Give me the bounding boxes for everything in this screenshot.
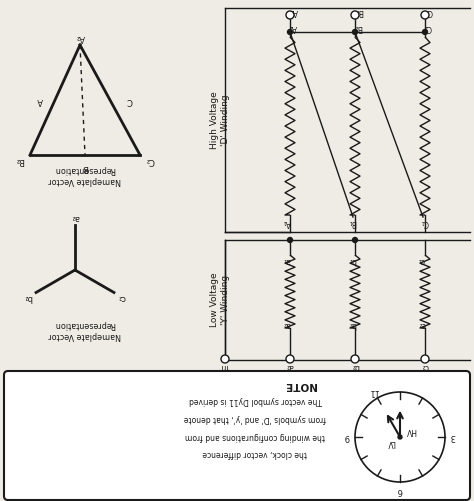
Text: C₁: C₁ <box>420 217 428 226</box>
Text: b₂: b₂ <box>24 293 32 302</box>
Text: A₁: A₁ <box>283 217 291 226</box>
Text: a₂: a₂ <box>71 212 79 221</box>
FancyBboxPatch shape <box>4 371 470 500</box>
Text: Nameplate Vector
Representation: Nameplate Vector Representation <box>49 320 121 340</box>
Text: B₁: B₁ <box>348 217 356 226</box>
Text: 9: 9 <box>345 432 350 441</box>
Circle shape <box>355 392 445 482</box>
Text: the clock, vector difference: the clock, vector difference <box>203 449 307 458</box>
Text: A: A <box>37 96 43 105</box>
Text: B₂: B₂ <box>354 23 362 32</box>
Text: NOTE: NOTE <box>284 380 316 390</box>
Text: a₁: a₁ <box>283 256 291 265</box>
Circle shape <box>286 355 294 363</box>
Text: C₂: C₂ <box>424 23 432 32</box>
Text: a₂: a₂ <box>283 320 291 329</box>
Circle shape <box>351 11 359 19</box>
Text: B₂: B₂ <box>16 155 25 164</box>
Circle shape <box>286 11 294 19</box>
Text: b₁: b₁ <box>348 256 356 265</box>
Text: LV: LV <box>386 438 395 447</box>
Circle shape <box>421 355 429 363</box>
Text: b₂: b₂ <box>348 320 356 329</box>
Circle shape <box>353 237 357 242</box>
Text: A₂: A₂ <box>289 23 297 32</box>
Circle shape <box>421 11 429 19</box>
Circle shape <box>221 355 229 363</box>
Text: C₂: C₂ <box>146 155 155 164</box>
Text: Yn: Yn <box>220 362 230 371</box>
Text: 6: 6 <box>397 485 403 494</box>
Text: B: B <box>82 162 88 171</box>
Text: The vector symbol Dy11 is derived: The vector symbol Dy11 is derived <box>189 395 321 404</box>
Text: Nameplate Vector
Representation: Nameplate Vector Representation <box>49 165 121 185</box>
Text: from symbols 'D' and 'y', that denote: from symbols 'D' and 'y', that denote <box>184 413 326 422</box>
Text: a₂: a₂ <box>286 362 294 371</box>
Text: 11: 11 <box>368 387 379 396</box>
Text: A₂: A₂ <box>75 33 84 42</box>
Text: c₁: c₁ <box>418 256 425 265</box>
Circle shape <box>398 435 402 439</box>
Circle shape <box>422 30 428 35</box>
Text: Low Voltage
'Y' Winding: Low Voltage 'Y' Winding <box>210 273 230 327</box>
Text: c₂: c₂ <box>421 362 428 371</box>
Text: c₂: c₂ <box>418 320 425 329</box>
Text: b₂: b₂ <box>351 362 359 371</box>
Text: c₂: c₂ <box>118 293 126 302</box>
Circle shape <box>288 30 292 35</box>
Text: the winding configurations and from: the winding configurations and from <box>185 431 325 440</box>
Text: C₂: C₂ <box>425 7 433 16</box>
Circle shape <box>351 355 359 363</box>
Circle shape <box>288 237 292 242</box>
Text: C: C <box>127 96 133 105</box>
Text: High Voltage
'D' Winding: High Voltage 'D' Winding <box>210 91 230 149</box>
Text: 3: 3 <box>450 432 456 441</box>
Text: A₂: A₂ <box>290 7 298 16</box>
Circle shape <box>353 30 357 35</box>
Text: B₂: B₂ <box>355 7 363 16</box>
Text: HV: HV <box>405 426 416 435</box>
